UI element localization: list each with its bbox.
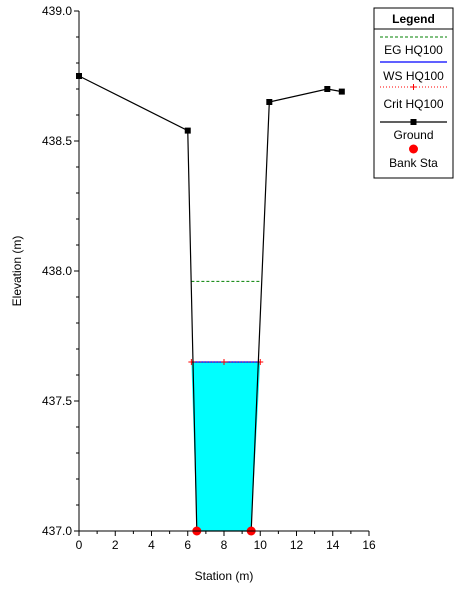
x-tick-label: 2 [112, 538, 119, 552]
x-tick-label: 6 [184, 538, 191, 552]
x-tick-label: 14 [326, 538, 340, 552]
y-tick-label: 437.5 [42, 394, 72, 408]
legend-label-eg: EG HQ100 [384, 43, 443, 57]
legend-marker-ground [410, 119, 417, 125]
x-tick-label: 12 [290, 538, 304, 552]
x-tick-label: 10 [254, 538, 268, 552]
ground-point [266, 99, 273, 105]
y-tick-label: 438.5 [42, 134, 72, 148]
ground-point [184, 127, 191, 134]
y-axis-title: Elevation (m) [10, 236, 24, 307]
x-tick-label: 8 [221, 538, 228, 552]
legend-label-bank: Bank Sta [389, 156, 438, 170]
x-tick-label: 0 [76, 538, 83, 552]
water-fill [191, 362, 261, 531]
legend: Legend EG HQ100 WS HQ100 Crit HQ100 Ground Ba… [373, 7, 454, 179]
crit-point [221, 359, 227, 365]
x-tick-label: 4 [148, 538, 155, 552]
legend-label-crit: Crit HQ100 [383, 97, 443, 111]
legend-marker-bank [409, 144, 418, 154]
y-tick-label: 437.0 [42, 524, 72, 538]
legend-title: Legend [392, 12, 435, 26]
legend-label-ws: WS HQ100 [383, 69, 444, 83]
y-tick-label: 438.0 [42, 264, 72, 278]
x-tick-label: 16 [362, 538, 376, 552]
ground-point [338, 88, 345, 95]
axes: 0 2 4 6 8 10 12 14 16 437.0 437.5 438.0 438.5 439.0 St… [10, 4, 376, 583]
ground-point [324, 86, 331, 92]
x-axis-title: Station (m) [195, 569, 254, 583]
y-tick-label: 439.0 [42, 4, 72, 18]
legend-label-ground: Ground [393, 128, 433, 142]
legend-marker-crit [410, 84, 417, 90]
plot-area [76, 73, 345, 536]
